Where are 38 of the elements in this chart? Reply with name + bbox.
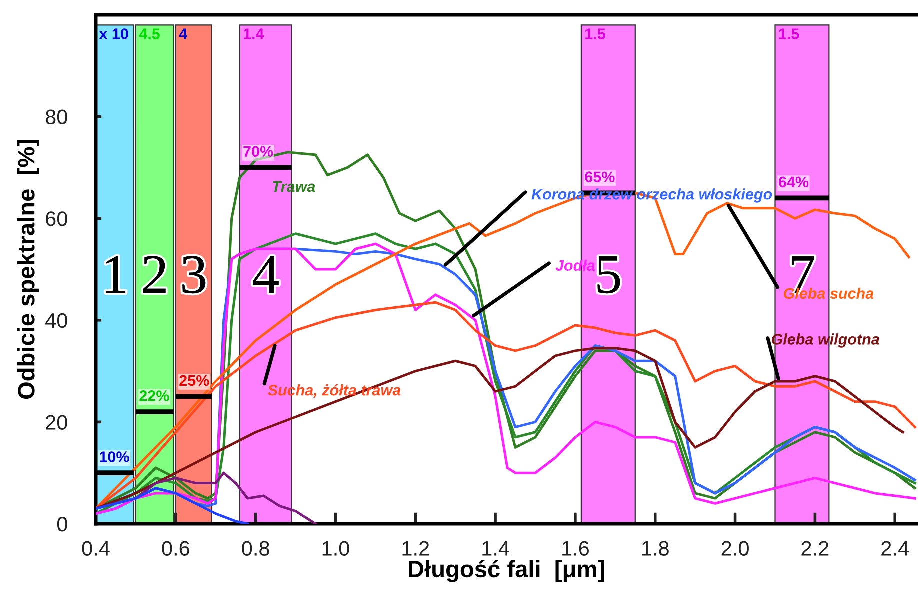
x-tick-label: 1.2 (402, 541, 430, 556)
line-series (96, 487, 250, 524)
x-tick-label: 2.0 (722, 541, 749, 556)
x-tick-label: 0.6 (162, 541, 190, 556)
ref-line-label: 70% (244, 146, 274, 158)
y-tick-label: 0 (57, 517, 68, 532)
ref-line-label: 22% (140, 390, 170, 402)
annotation: 1.5 (586, 28, 606, 40)
annotation: 1.5 (779, 28, 800, 40)
annotation: 4.5 (139, 28, 160, 40)
band-label: 3 (182, 256, 206, 294)
x-tick-label: 1.6 (562, 541, 590, 556)
annotation: 4 (179, 28, 188, 40)
x-tick-label: 1.4 (482, 541, 510, 556)
ref-line-label: 10% (100, 452, 130, 462)
x-tick-label: 0.8 (242, 541, 270, 556)
x-tick-label: 0.4 (82, 541, 110, 556)
x-tick-label: 2.4 (882, 541, 909, 556)
x-tick-label: 2.2 (802, 541, 829, 556)
ref-line-label: 65% (585, 172, 615, 182)
band-label: 4 (253, 256, 279, 294)
annotation: 1.4 (244, 28, 264, 40)
y-tick-label: 40 (46, 313, 68, 328)
y-tick-label: 80 (46, 110, 68, 125)
x-tick-label: 1.0 (322, 541, 350, 556)
x-axis-title: Długość fali [μm] (409, 560, 604, 582)
line-series (96, 347, 904, 510)
annotation: x 10 (99, 28, 128, 40)
band-label: 1 (106, 256, 126, 294)
y-tick-label: 60 (46, 212, 68, 226)
ref-line-label: 25% (180, 375, 210, 386)
x-tick-label: 1.8 (642, 541, 669, 556)
y-axis-title: Odbicie spektralne [%] (17, 140, 40, 400)
ref-line-label: 64% (778, 176, 809, 188)
band-label: 2 (143, 256, 166, 294)
y-tick-label: 20 (46, 415, 68, 430)
band-label: 5 (598, 256, 620, 294)
line-series (96, 301, 916, 510)
